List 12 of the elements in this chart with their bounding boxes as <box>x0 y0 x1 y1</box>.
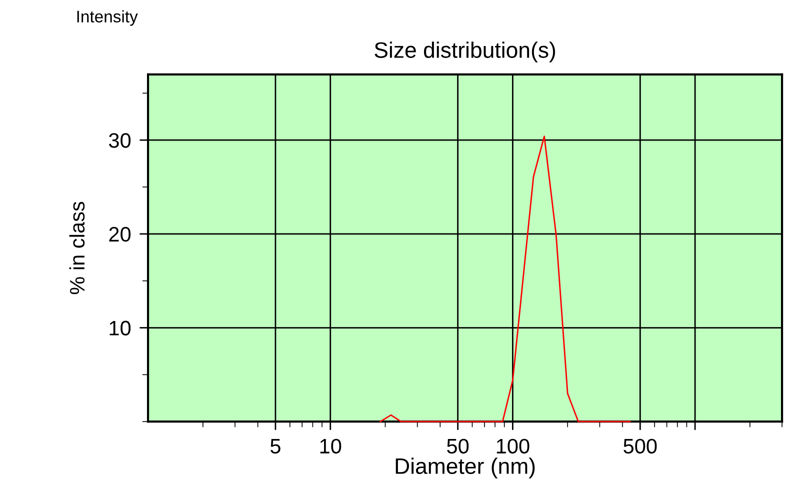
y-tick-label: 20 <box>109 226 131 242</box>
y-axis-title: % in class <box>69 202 85 294</box>
x-tick-label: 10 <box>320 438 342 454</box>
x-tick-label: 50 <box>447 438 469 454</box>
x-tick-label: 5 <box>270 439 280 454</box>
y-tick-label: 30 <box>108 133 131 148</box>
y-tick-label: 10 <box>110 320 131 336</box>
x-axis-title: Diameter (nm) <box>396 458 535 478</box>
text: Intensity <box>77 10 138 26</box>
chart-title: Size distribution(s) <box>374 42 556 62</box>
x-tick-label: 500 <box>624 438 657 454</box>
x-tick-label: 100 <box>496 438 530 454</box>
